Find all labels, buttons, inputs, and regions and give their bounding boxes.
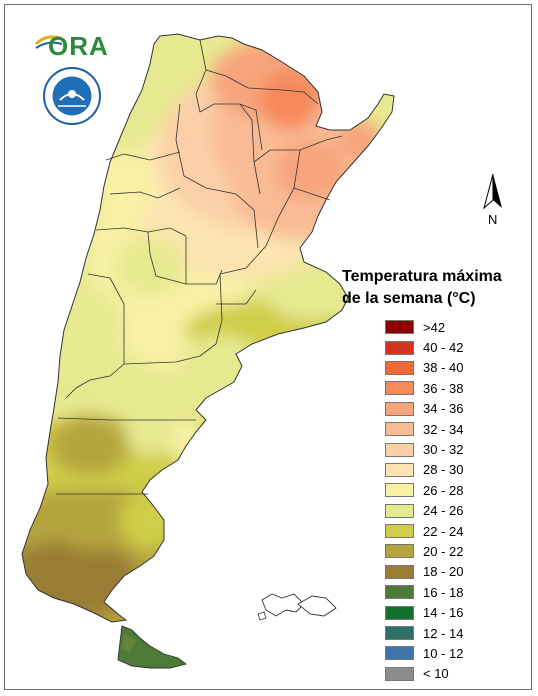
- legend-label: >42: [423, 319, 446, 335]
- legend-item: 20 - 22: [385, 541, 525, 561]
- legend-item: 34 - 36: [385, 399, 525, 419]
- legend-title-line1: Temperatura máxima: [342, 268, 502, 285]
- legend-item: 36 - 38: [385, 378, 525, 398]
- smn-seal-icon: [42, 66, 102, 126]
- legend-swatch: [385, 442, 414, 457]
- legend-item: 24 - 26: [385, 501, 525, 521]
- legend-item: 32 - 34: [385, 419, 525, 439]
- legend-item: 14 - 16: [385, 602, 525, 622]
- legend: >42 40 - 42 38 - 40 36 - 38 34 - 36 32 - 34 30…: [385, 317, 525, 684]
- legend-item: 18 - 20: [385, 562, 525, 582]
- legend-label: 18 - 20: [423, 564, 464, 580]
- legend-swatch: [385, 564, 414, 579]
- legend-swatch: [385, 544, 414, 559]
- legend-swatch: [385, 605, 414, 620]
- legend-swatch: [385, 666, 414, 681]
- legend-swatch: [385, 462, 414, 477]
- north-arrow-icon: [478, 172, 508, 232]
- legend-item: 22 - 24: [385, 521, 525, 541]
- legend-label: 10 - 12: [423, 645, 464, 661]
- legend-item: >42: [385, 317, 525, 337]
- legend-label: 32 - 34: [423, 421, 464, 437]
- legend-label: 36 - 38: [423, 380, 464, 396]
- logo-text: ORA: [48, 31, 109, 61]
- legend-title: Temperatura máxima de la semana (°C): [342, 266, 532, 310]
- legend-swatch: [385, 320, 414, 335]
- legend-swatch: [385, 381, 414, 396]
- ora-logo: ORA: [34, 30, 108, 61]
- legend-swatch: [385, 422, 414, 437]
- legend-label: 22 - 24: [423, 523, 464, 539]
- legend-item: 26 - 28: [385, 480, 525, 500]
- legend-item: < 10: [385, 664, 525, 684]
- legend-label: 12 - 14: [423, 625, 464, 641]
- legend-label: 16 - 18: [423, 584, 464, 600]
- legend-item: 10 - 12: [385, 643, 525, 663]
- legend-label: 40 - 42: [423, 340, 464, 356]
- tierra-del-fuego: [117, 625, 188, 669]
- legend-item: 28 - 30: [385, 460, 525, 480]
- legend-swatch: [385, 585, 414, 600]
- legend-swatch: [385, 646, 414, 661]
- legend-swatch: [385, 360, 414, 375]
- north-label: N: [488, 212, 498, 227]
- legend-swatch: [385, 524, 414, 539]
- legend-item: 38 - 40: [385, 358, 525, 378]
- legend-label: < 10: [423, 666, 449, 682]
- legend-title-line2: de la semana (°C): [342, 290, 476, 307]
- legend-label: 30 - 32: [423, 442, 464, 458]
- legend-item: 30 - 32: [385, 439, 525, 459]
- legend-swatch: [385, 340, 414, 355]
- legend-label: 14 - 16: [423, 605, 464, 621]
- map-frame: [4, 4, 532, 690]
- legend-swatch: [385, 626, 414, 641]
- malvinas-islands: [257, 593, 337, 621]
- legend-label: 34 - 36: [423, 401, 464, 417]
- legend-item: 12 - 14: [385, 623, 525, 643]
- legend-label: 24 - 26: [423, 503, 464, 519]
- legend-item: 40 - 42: [385, 337, 525, 357]
- legend-label: 26 - 28: [423, 482, 464, 498]
- legend-label: 28 - 30: [423, 462, 464, 478]
- legend-label: 38 - 40: [423, 360, 464, 376]
- province-boundaries: [56, 39, 343, 495]
- legend-swatch: [385, 503, 414, 518]
- legend-label: 20 - 22: [423, 543, 464, 559]
- legend-swatch: [385, 483, 414, 498]
- legend-item: 16 - 18: [385, 582, 525, 602]
- legend-swatch: [385, 401, 414, 416]
